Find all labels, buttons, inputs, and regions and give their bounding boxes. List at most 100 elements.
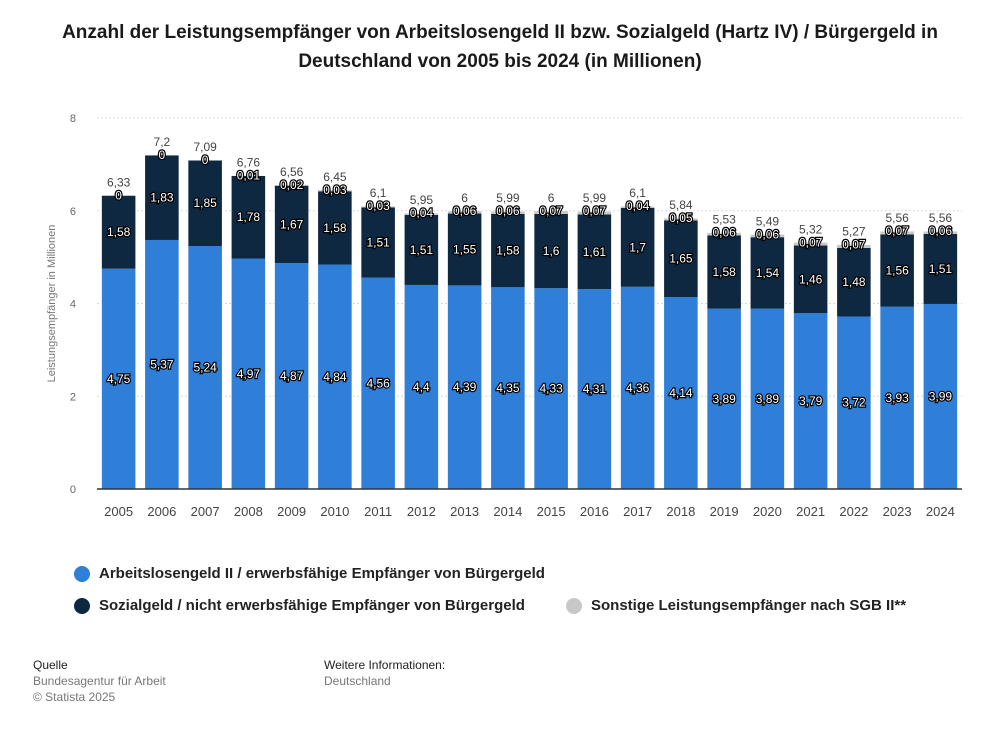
- data-label-series-2: 1,6: [543, 244, 560, 258]
- bar-segment-1: [880, 306, 915, 489]
- x-tick-label: 2005: [104, 504, 133, 519]
- x-tick-label: 2013: [450, 504, 479, 519]
- legend-label: Sozialgeld / nicht erwerbsfähige Empfäng…: [99, 597, 525, 614]
- data-label-series-2: 1,58: [712, 265, 736, 279]
- data-label-series-1: 5,37: [150, 357, 174, 371]
- data-label-series-1: 4,4: [413, 380, 430, 394]
- total-label: 6,1: [629, 186, 646, 200]
- bar-segment-2: [836, 247, 871, 317]
- total-label: 5,84: [669, 198, 693, 212]
- bar-segment-3: [880, 231, 915, 235]
- data-label-series-2: 1,7: [629, 240, 646, 254]
- total-label: 5,49: [756, 214, 780, 228]
- bar-segment-2: [577, 214, 612, 290]
- data-label-series-2: 1,51: [366, 236, 390, 250]
- bar-segment-3: [404, 213, 439, 215]
- legend-item-arbeitslosengeld[interactable]: Arbeitslosengeld II / erwerbsfähige Empf…: [74, 565, 545, 582]
- bar-segment-3: [317, 189, 352, 192]
- data-label-series-1: 4,14: [669, 386, 693, 400]
- data-label-series-1: 3,89: [756, 392, 780, 406]
- bar-segment-2: [101, 195, 136, 269]
- data-label-series-3: 0,07: [885, 224, 909, 238]
- bar-segment-3: [923, 231, 958, 234]
- bar-segment-1: [188, 245, 223, 489]
- y-tick-label: 6: [70, 206, 76, 218]
- data-label-series-2: 1,61: [583, 245, 607, 259]
- data-label-series-1: 4,87: [280, 369, 304, 383]
- bar-segment-2: [144, 155, 179, 240]
- data-label-series-3: 0,07: [583, 204, 607, 218]
- total-label: 5,99: [496, 191, 520, 205]
- data-label-series-1: 4,39: [453, 380, 477, 394]
- x-tick-label: 2016: [580, 504, 609, 519]
- x-tick-label: 2018: [666, 504, 695, 519]
- legend-label: Arbeitslosengeld II / erwerbsfähige Empf…: [99, 565, 545, 582]
- bar-segment-1: [793, 313, 828, 489]
- data-label-series-2: 1,56: [885, 264, 909, 278]
- legend-item-sozialgeld[interactable]: Sozialgeld / nicht erwerbsfähige Empfäng…: [74, 597, 525, 614]
- data-label-series-3: 0: [115, 188, 122, 202]
- bar-segment-2: [317, 191, 352, 265]
- source-heading: Quelle: [33, 658, 68, 672]
- copyright: © Statista 2025: [33, 690, 116, 704]
- total-label: 5,95: [410, 193, 434, 207]
- total-label: 6,1: [370, 186, 387, 200]
- bar-segment-3: [274, 184, 309, 186]
- data-label-series-3: 0,07: [539, 204, 563, 218]
- x-tick-label: 2007: [191, 504, 220, 519]
- bar-segment-3: [707, 232, 742, 236]
- data-label-series-1: 4,84: [323, 370, 347, 384]
- data-label-series-2: 1,54: [756, 266, 780, 280]
- x-tick-label: 2009: [277, 504, 306, 519]
- data-label-series-3: 0,03: [323, 183, 347, 197]
- info-heading[interactable]: Weitere Informationen:: [324, 658, 446, 672]
- total-label: 6,33: [107, 175, 131, 189]
- bar-segment-1: [490, 287, 525, 489]
- bar-segment-2: [707, 235, 742, 309]
- total-label: 6,56: [280, 165, 304, 179]
- bar-segment-3: [447, 210, 482, 214]
- total-label: 6: [461, 191, 468, 205]
- legend-item-sonstige[interactable]: Sonstige Leistungsempfänger nach SGB II*…: [566, 597, 906, 614]
- x-tick-label: 2022: [839, 504, 868, 519]
- data-label-series-3: 0,03: [366, 199, 390, 213]
- data-label-series-1: 3,93: [885, 391, 909, 405]
- bar-segment-1: [707, 308, 742, 489]
- x-tick-label: 2012: [407, 504, 436, 519]
- x-tick-label: 2014: [493, 504, 522, 519]
- bar-segment-3: [361, 206, 396, 208]
- total-label: 5,56: [885, 211, 909, 225]
- bar-segment-1: [577, 289, 612, 489]
- info-block: Weitere Informationen: Deutschland: [324, 657, 445, 689]
- data-label-series-1: 4,36: [626, 381, 650, 395]
- total-label: 5,27: [842, 225, 866, 239]
- bar-segment-2: [188, 160, 223, 246]
- data-label-series-2: 1,55: [453, 242, 477, 256]
- bar-segment-1: [231, 258, 266, 489]
- data-label-series-3: 0,04: [626, 199, 650, 213]
- data-label-series-2: 1,67: [280, 217, 304, 231]
- data-label-series-1: 5,24: [193, 360, 217, 374]
- bar-segment-2: [274, 185, 309, 264]
- total-label: 6: [548, 191, 555, 205]
- x-tick-label: 2017: [623, 504, 652, 519]
- y-tick-label: 8: [70, 113, 76, 125]
- source-name: Bundesagentur für Arbeit: [33, 674, 166, 688]
- data-label-series-2: 1,65: [669, 252, 693, 266]
- bar-segment-2: [750, 237, 785, 309]
- data-label-series-1: 3,72: [842, 396, 866, 410]
- data-label-series-2: 1,78: [237, 210, 261, 224]
- x-tick-label: 2020: [753, 504, 782, 519]
- bar-segment-3: [577, 211, 612, 215]
- bar-segment-2: [404, 214, 439, 285]
- info-region: Deutschland: [324, 674, 391, 688]
- bar-segment-3: [490, 211, 525, 214]
- data-label-series-2: 1,51: [929, 262, 953, 276]
- total-label: 5,99: [583, 191, 607, 205]
- legend-label: Sonstige Leistungsempfänger nach SGB II*…: [591, 597, 907, 614]
- total-label: 7,2: [154, 135, 171, 149]
- bar-segment-2: [880, 234, 915, 307]
- x-tick-label: 2010: [320, 504, 349, 519]
- total-label: 7,09: [193, 140, 217, 154]
- bar-segment-1: [274, 263, 309, 489]
